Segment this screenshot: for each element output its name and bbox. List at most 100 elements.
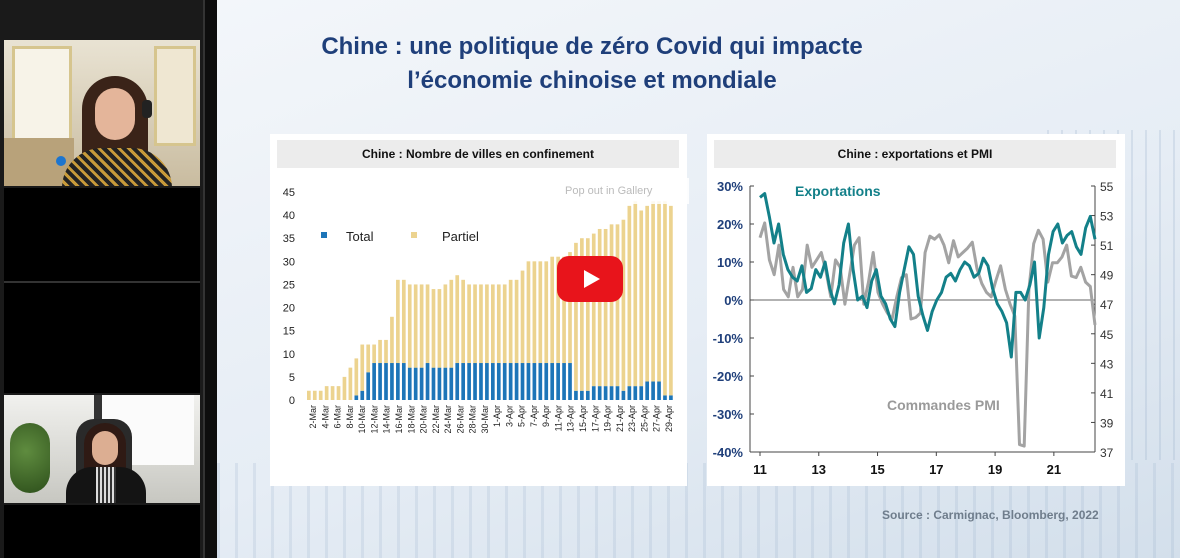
bar-partiel xyxy=(508,279,513,364)
slide-title-line-1: Chine : une politique de zéro Covid qui … xyxy=(321,33,863,60)
line-chart-svg: 30% 20% 10% 0% -10% -20% -30% -40% 55 53 51 49 47 45 4… xyxy=(713,179,1114,477)
bar-partiel xyxy=(461,279,466,364)
y-tick-label: 30 xyxy=(283,256,295,268)
x-tick-label: 10-Mar xyxy=(357,405,367,434)
bar-partiel xyxy=(633,201,638,387)
bar-total xyxy=(627,386,632,400)
play-video-button[interactable] xyxy=(557,256,623,302)
chart-title: Chine : Nombre de villes en confinement xyxy=(277,140,679,168)
x-tick-label: 24-Mar xyxy=(443,405,453,434)
y-right-tick-label: 47 xyxy=(1100,298,1114,312)
bar-partiel xyxy=(585,238,590,391)
legend-swatch-total xyxy=(321,232,327,238)
bar-total xyxy=(580,390,584,400)
bar-partiel xyxy=(473,284,477,364)
bar-total xyxy=(651,381,655,400)
y-tick-label: 40 xyxy=(283,210,295,222)
bar-partiel xyxy=(562,256,566,364)
bar-partiel xyxy=(568,252,572,364)
x-tick-label: 8-Mar xyxy=(345,405,355,429)
x-tick-label: 22-Mar xyxy=(431,405,441,434)
x-tick-label: 11-Apr xyxy=(553,405,563,431)
x-tick-label: 26-Mar xyxy=(455,405,465,434)
annotation-commandes-pmi: Commandes PMI xyxy=(887,397,1000,413)
bar-total xyxy=(597,386,602,400)
x-tick-label: 11 xyxy=(753,462,767,477)
bar-partiel xyxy=(609,224,614,387)
bar-partiel xyxy=(372,344,376,364)
x-tick-label: 2-Mar xyxy=(308,405,318,429)
bar-partiel xyxy=(591,233,596,387)
legend-swatch-partiel xyxy=(411,232,417,238)
bar-partiel xyxy=(407,284,412,368)
bar-partiel xyxy=(485,284,489,364)
x-tick-label: 14-Mar xyxy=(382,405,392,434)
bar-partiel xyxy=(425,284,430,364)
bar-total xyxy=(574,390,578,400)
participant-video-empty xyxy=(4,505,200,558)
x-tick-label: 7-Apr xyxy=(529,405,539,427)
bar-total xyxy=(455,363,460,400)
bar-partiel xyxy=(396,279,400,364)
x-tick-label: 18-Mar xyxy=(406,405,416,434)
bar-partiel xyxy=(312,390,317,400)
y-left-tick-label: -10% xyxy=(713,331,744,346)
bar-total xyxy=(461,363,466,400)
bar-partiel xyxy=(532,261,537,364)
x-tick-label: 21 xyxy=(1047,462,1061,477)
bar-partiel xyxy=(413,284,418,368)
bar-partiel xyxy=(663,201,667,396)
bar-partiel xyxy=(627,205,632,387)
bar-total xyxy=(431,367,436,400)
bar-partiel xyxy=(342,376,347,400)
x-tick-label: 23-Apr xyxy=(627,405,637,432)
bar-partiel xyxy=(615,224,620,387)
bar-total xyxy=(443,367,448,400)
bar-partiel xyxy=(378,339,382,364)
x-tick-label: 1-Apr xyxy=(492,405,502,427)
bar-partiel xyxy=(455,275,460,364)
headset-icon xyxy=(142,100,152,118)
y-left-tick-label: -30% xyxy=(713,407,744,422)
y-left-tick-label: 10% xyxy=(717,255,743,270)
participant-video-2[interactable] xyxy=(4,395,200,503)
x-tick-label: 15 xyxy=(870,462,884,477)
pop-out-in-gallery-button[interactable]: Pop out in Gallery xyxy=(547,178,689,204)
bar-partiel xyxy=(657,201,661,382)
bar-partiel xyxy=(437,289,442,368)
series-line-exports xyxy=(759,192,1097,359)
bar-partiel xyxy=(348,367,353,400)
x-tick-label: 20-Mar xyxy=(419,405,429,434)
bar-total xyxy=(485,363,489,400)
participant-video-1[interactable] xyxy=(4,40,200,186)
bar-partiel xyxy=(526,261,531,364)
bar-total xyxy=(562,363,566,400)
y-tick-label: 15 xyxy=(283,326,295,338)
y-right-tick-label: 55 xyxy=(1100,180,1114,194)
series-line-pmi xyxy=(758,221,1097,448)
x-tick-label: 17 xyxy=(929,462,943,477)
bar-partiel xyxy=(354,358,359,396)
bar-total xyxy=(496,363,501,400)
bar-partiel xyxy=(360,344,365,391)
participant-video-empty xyxy=(4,283,200,393)
y-tick-label: 0 xyxy=(289,395,295,407)
bar-partiel xyxy=(514,279,519,364)
y-right-tick-label: 49 xyxy=(1100,269,1114,283)
bar-partiel xyxy=(467,284,471,364)
bar-total xyxy=(532,363,537,400)
y-right-tick-label: 39 xyxy=(1100,416,1114,430)
x-tick-label: 19 xyxy=(988,462,1002,477)
x-tick-label: 19-Apr xyxy=(603,405,613,432)
y-tick-label: 45 xyxy=(283,187,295,199)
bar-total xyxy=(425,363,430,400)
y-right-tick-label: 45 xyxy=(1100,328,1114,342)
bar-partiel xyxy=(645,205,650,382)
bar-total xyxy=(502,363,507,400)
bar-partiel xyxy=(336,386,341,400)
bar-partiel xyxy=(431,289,436,368)
bar-total xyxy=(354,395,359,400)
bar-partiel xyxy=(574,242,578,391)
x-tick-label: 30-Mar xyxy=(480,405,490,434)
bar-total xyxy=(544,363,549,400)
